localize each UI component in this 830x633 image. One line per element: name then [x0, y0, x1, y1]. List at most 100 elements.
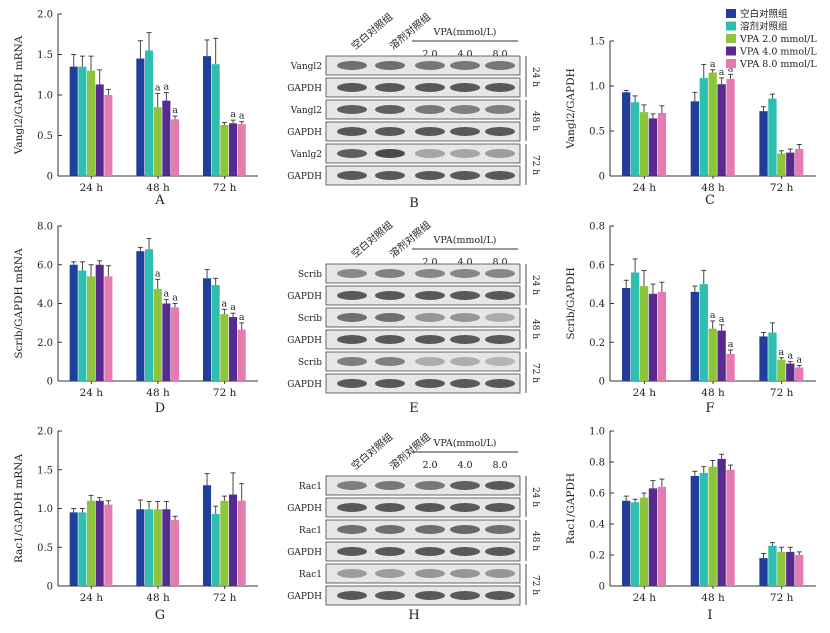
legend-label: 溶剂对照组 [740, 21, 788, 33]
blot-band [450, 591, 480, 600]
blot-band [415, 171, 445, 180]
x-tick-label: 48 h [701, 182, 725, 194]
y-axis-label: Scrib/GAPDH [565, 267, 577, 339]
blot-dose-label: 8.0 [492, 49, 507, 60]
blot-band [485, 171, 515, 180]
significance-marker: a [230, 109, 236, 120]
blot-band [375, 335, 405, 344]
blot-band [485, 379, 515, 388]
blot-band [485, 269, 515, 278]
bar [78, 66, 87, 176]
blot-band [337, 269, 367, 278]
bar [786, 551, 795, 586]
bar [699, 472, 708, 586]
significance-marker: a [719, 67, 725, 78]
bar [136, 58, 145, 176]
bar [78, 512, 87, 586]
y-tick-label: 0.8 [589, 222, 605, 233]
bar [220, 314, 229, 381]
blot-band [375, 171, 405, 180]
blot-band [415, 291, 445, 300]
y-tick-label: 2.0 [37, 338, 53, 349]
blot-band [375, 591, 405, 600]
blot-gapdh-label: GAPDH [287, 172, 322, 182]
significance-marker: a [172, 293, 178, 304]
bar [648, 293, 658, 381]
x-tick-label: 24 h [633, 387, 657, 399]
bar [162, 303, 171, 381]
blot-band [450, 357, 480, 366]
bar [690, 475, 700, 586]
blot-band [415, 127, 445, 136]
bar [795, 149, 804, 176]
significance-marker: a [172, 105, 178, 116]
significance-marker: a [787, 351, 793, 362]
panel-label: A [154, 193, 165, 208]
blot-band [485, 335, 515, 344]
y-tick-label: 1.5 [37, 465, 53, 476]
bar [229, 494, 238, 586]
bar [104, 95, 113, 176]
blot-band [415, 357, 445, 366]
bar [795, 555, 804, 586]
blot-band [450, 503, 480, 512]
y-tick-label: 0.2 [589, 551, 605, 562]
blot-protein-label: Scrib [298, 270, 322, 280]
legend-swatch [726, 59, 736, 68]
bar [87, 70, 96, 176]
bar [726, 469, 735, 586]
bar [657, 113, 667, 176]
bar [145, 50, 154, 177]
bar [630, 502, 640, 586]
blot-band [375, 357, 405, 366]
x-tick-label: 72 h [770, 592, 794, 604]
bar [220, 124, 229, 176]
x-tick-label: 48 h [146, 387, 170, 399]
blot-band [375, 83, 405, 92]
panel-label: C [705, 193, 715, 208]
blot-time-label: 48 h [530, 111, 540, 131]
bar [203, 485, 212, 586]
blot-band [415, 83, 445, 92]
blot-band [415, 61, 445, 70]
blot-band [450, 61, 480, 70]
bar [229, 123, 238, 176]
y-tick-label: 0.6 [589, 260, 605, 271]
bar [759, 111, 768, 176]
bar [690, 291, 700, 381]
blot-band [485, 61, 515, 70]
blot-band [415, 149, 445, 158]
blot-band [450, 525, 480, 534]
legend-swatch [726, 46, 736, 56]
x-tick-label: 72 h [770, 387, 794, 399]
y-tick-label: 0.4 [589, 520, 605, 531]
blot-protein-label: Rac1 [299, 526, 322, 536]
bar [699, 284, 708, 381]
bar [153, 509, 162, 586]
bar [153, 107, 162, 176]
blot-dose-label: 4.0 [457, 49, 472, 60]
y-axis-label: Vangl2/GAPDH mRNA [13, 35, 25, 155]
blot-band [485, 547, 515, 556]
x-tick-label: 48 h [146, 592, 170, 604]
blot-band [375, 313, 405, 322]
y-axis-label: Vangl2/GAPDH [565, 68, 577, 150]
blot-band [337, 503, 367, 512]
significance-marker: a [155, 268, 161, 279]
bar [95, 84, 104, 176]
blot-protein-label: Scrib [298, 314, 322, 324]
bar [104, 504, 113, 586]
blot-band [485, 83, 515, 92]
blot-dose-label: 2.0 [422, 460, 437, 471]
blot-header-group: 溶剂对照组 [387, 218, 434, 260]
blot-band [337, 481, 367, 490]
x-tick-label: 72 h [213, 182, 237, 194]
blot-band [450, 547, 480, 556]
bar [211, 513, 220, 586]
